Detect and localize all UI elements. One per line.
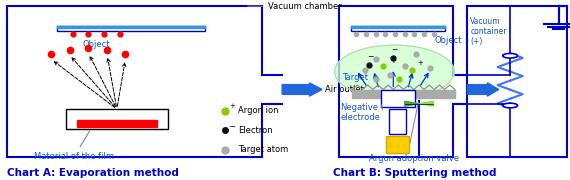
Bar <box>57 26 205 28</box>
Text: Target atom: Target atom <box>238 145 288 154</box>
Circle shape <box>503 53 518 58</box>
Bar <box>77 120 157 127</box>
Bar <box>386 136 409 153</box>
Text: Object: Object <box>434 36 462 45</box>
FancyArrow shape <box>282 83 322 96</box>
Text: +: + <box>230 103 235 109</box>
Bar <box>66 109 168 129</box>
Text: Negative
electrode: Negative electrode <box>340 103 380 122</box>
Text: Chart B: Sputtering method: Chart B: Sputtering method <box>333 168 497 178</box>
Text: Vacuum chamber: Vacuum chamber <box>248 2 341 11</box>
Polygon shape <box>419 101 433 106</box>
Text: −: − <box>392 45 398 54</box>
Text: Vacuum
container
(+): Vacuum container (+) <box>470 17 507 46</box>
Text: −: − <box>228 122 235 131</box>
Bar <box>351 26 445 31</box>
Bar <box>57 26 205 31</box>
Text: +: + <box>390 58 396 64</box>
Bar <box>351 26 445 28</box>
Ellipse shape <box>335 45 454 98</box>
Text: Chart A: Evaporation method: Chart A: Evaporation method <box>7 168 179 178</box>
Bar <box>389 109 406 134</box>
Text: Electron: Electron <box>238 126 272 135</box>
FancyArrow shape <box>467 83 499 96</box>
Polygon shape <box>405 101 419 106</box>
Text: Object: Object <box>82 40 109 49</box>
Circle shape <box>503 103 518 108</box>
Text: Air outlet: Air outlet <box>325 85 364 94</box>
Text: −: − <box>367 52 373 61</box>
Text: Argon ion: Argon ion <box>238 106 278 115</box>
Text: Target: Target <box>342 73 368 82</box>
Bar <box>381 89 415 107</box>
Text: Argon adoption valve: Argon adoption valve <box>369 154 459 163</box>
Text: +: + <box>417 60 423 66</box>
Text: Material of the film: Material of the film <box>34 131 114 161</box>
Bar <box>352 89 455 98</box>
